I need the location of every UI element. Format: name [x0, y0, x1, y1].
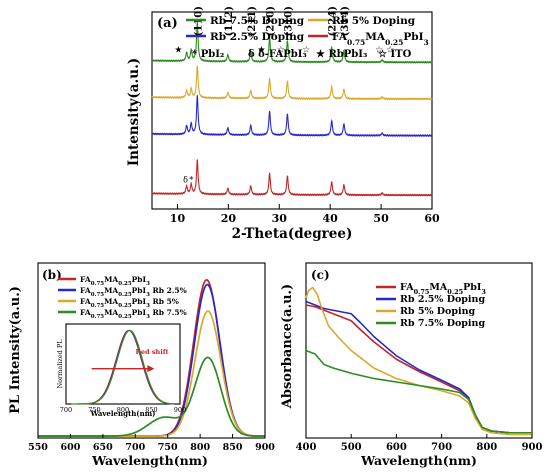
x-tick-label: 600: [61, 442, 81, 453]
x-tick-label: 650: [93, 442, 113, 453]
legend-label: FA0.75MA0.25PbI3: [332, 31, 429, 47]
x-tick-label: 600: [386, 442, 407, 453]
legend-marker: ★ RbPbI₃: [316, 49, 367, 60]
pl-series-line: [38, 356, 265, 437]
panel-a-xrd: (110)(112)(211)(220)(310)(224)(314)★★☆☆☆…: [126, 6, 440, 242]
panel-a-label: (a): [157, 16, 178, 31]
xrd-series-line: [151, 65, 433, 101]
x-tick-label: 500: [341, 442, 362, 453]
panel-a-legend: Rb 7.5% Doping Rb 5% Doping Rb 2.5% Doping…: [186, 15, 429, 60]
x-tick-label: 850: [223, 442, 243, 453]
panel-b-x-ticks: 550 600 650 700 750 800 850 900: [28, 434, 275, 453]
phase-symbol: *: [189, 175, 193, 184]
panel-a-x-ticks: 10 20 30 40 50 60: [170, 204, 440, 225]
panel-b-y-axis-label: PL Intensity(a.u.): [8, 286, 23, 414]
phase-symbol: δ: [183, 175, 188, 184]
inset-x-tick-label: 800: [117, 406, 129, 414]
absorbance-series-line: [305, 349, 532, 434]
x-tick-label: 30: [272, 212, 288, 225]
phase-symbol: ★: [174, 45, 182, 55]
phase-symbol: ★: [257, 45, 265, 55]
legend-label: FA0.75MA0.25PbI3 Rb 7.5%: [80, 308, 187, 320]
legend-label: Rb 7.5% Doping: [210, 15, 305, 27]
x-tick-label: 800: [476, 442, 497, 453]
peak-label: (314): [340, 6, 351, 36]
panel-b-frame: [37, 262, 266, 439]
inset-frame: [65, 323, 181, 405]
legend-marker: * PbI₂: [192, 49, 224, 60]
x-tick-label: 800: [190, 442, 210, 453]
panel-a-x-axis-label: 2-Theta(degree): [232, 226, 353, 242]
inset-series: [71, 329, 175, 405]
inset-x-tick-label: 850: [145, 406, 157, 414]
panel-c-label: (c): [311, 268, 330, 282]
panel-a-y-axis-label: Intensity(a.u.): [126, 58, 142, 166]
inset-x-ticks: 700 750 800 850 900: [60, 406, 186, 414]
xrd-series-line: [151, 21, 433, 64]
peak-label: (224): [328, 6, 339, 36]
x-tick-label: 60: [424, 212, 440, 225]
inset-y-axis-label: Normalized PL: [56, 339, 64, 389]
legend-marker: ☆ ITO: [378, 49, 412, 60]
panel-c-x-ticks: 400 500 600 700 800 900: [296, 434, 543, 453]
legend-label: FA0.75MA0.25PbI3: [400, 282, 486, 296]
legend-label: Rb 2.5% Doping: [210, 31, 305, 43]
absorbance-series-line: [305, 286, 532, 436]
peak-label: (310): [283, 6, 294, 36]
panel-a-series: [151, 21, 433, 197]
legend-label: Rb 5% Doping: [332, 15, 416, 27]
phase-symbol: ☆: [375, 45, 383, 55]
panel-c-absorbance: 400 500 600 700 800 900 (c) FA0.75MA0.25PbI3R…: [280, 262, 543, 468]
xrd-series-line: [151, 159, 433, 197]
panel-b-x-axis-label: Wavelength(nm): [91, 453, 208, 468]
x-tick-label: 700: [431, 442, 452, 453]
x-tick-label: 700: [125, 442, 145, 453]
x-tick-label: 40: [323, 212, 339, 225]
panel-c-y-axis-label: Absorbance(a.u.): [280, 284, 295, 409]
panel-a-frame: [151, 11, 433, 210]
inset-x-tick-label: 750: [88, 406, 100, 414]
legend-label: Rb 2.5% Doping: [400, 294, 485, 305]
panel-b-inset: 700 750 800 850 900 Red shift Wavelength(nm)…: [56, 323, 186, 418]
panel-c-x-axis-label: Wavelength(nm): [360, 453, 477, 468]
peak-label: (112): [224, 6, 235, 36]
inset-x-tick-label: 700: [60, 406, 72, 414]
legend-label: FA0.75MA0.25PbI3: [80, 275, 150, 287]
red-shift-arrowhead: [147, 365, 155, 373]
phase-symbol: ☆: [386, 45, 394, 55]
x-tick-label: 900: [255, 442, 275, 453]
x-tick-label: 50: [373, 212, 389, 225]
panel-b-pl: 550 600 650 700 750 800 850 900 (b) FA0.75MA0.2…: [8, 262, 275, 468]
panel-b-series: [38, 278, 265, 437]
x-tick-label: 550: [28, 442, 48, 453]
legend-label: FA0.75MA0.25PbI3 Rb 2.5%: [80, 286, 187, 298]
red-shift-label: Red shift: [136, 348, 169, 356]
peak-label: (211): [247, 6, 258, 36]
phase-symbol: ☆: [302, 45, 310, 55]
inset-x-axis-label: Wavelength(nm): [90, 409, 156, 418]
legend-label: Rb 5% Doping: [400, 306, 476, 317]
peak-label: (220): [266, 6, 277, 36]
legend-marker: δ δ-FAPbI₃: [248, 49, 307, 60]
xrd-series-line: [151, 95, 433, 138]
x-tick-label: 750: [158, 442, 178, 453]
x-tick-label: 10: [170, 212, 186, 225]
x-tick-label: 20: [221, 212, 237, 225]
legend-label: Rb 7.5% Doping: [400, 318, 485, 329]
x-tick-label: 900: [522, 442, 543, 453]
x-tick-label: 400: [296, 442, 317, 453]
panel-c-series: [305, 286, 532, 436]
inset-x-tick-label: 900: [174, 406, 186, 414]
panel-b-label: (b): [42, 268, 62, 282]
legend-label: FA0.75MA0.25PbI3 Rb 5%: [80, 297, 179, 309]
inset-series-line: [71, 329, 175, 405]
phase-symbol: ☆: [277, 45, 285, 55]
